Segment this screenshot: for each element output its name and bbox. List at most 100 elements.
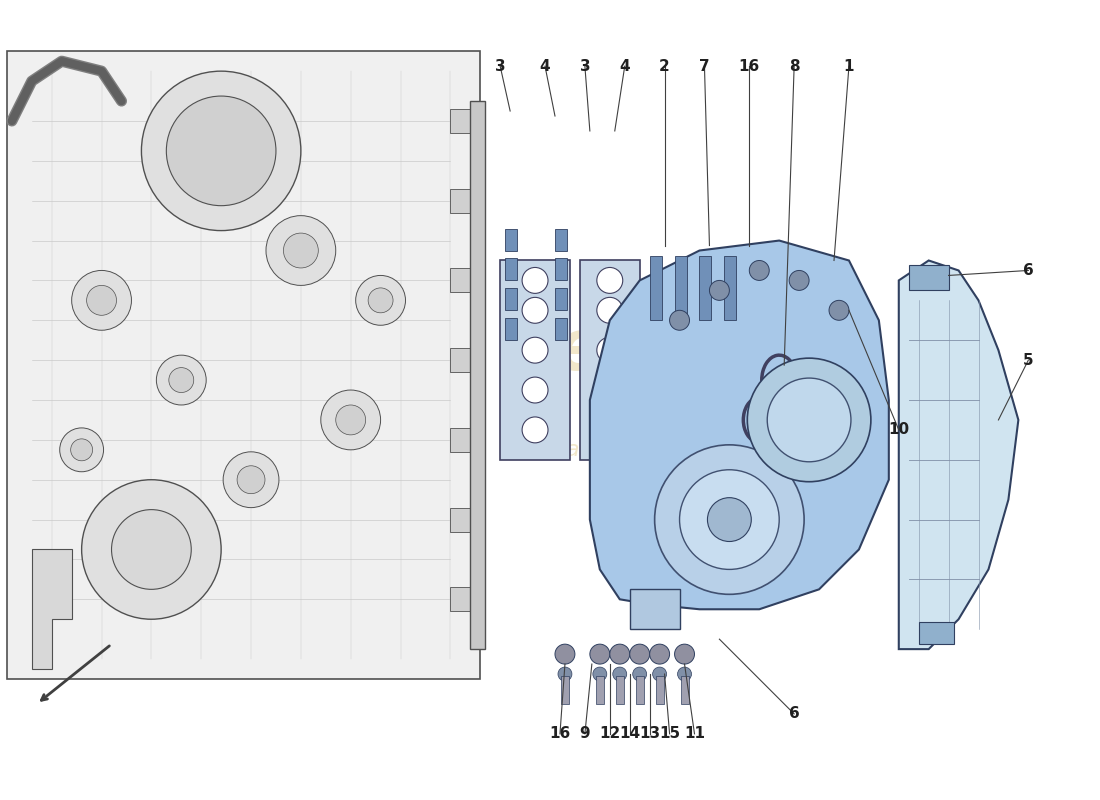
Circle shape <box>749 261 769 281</box>
Bar <box>725 255 736 320</box>
Circle shape <box>597 338 623 363</box>
Circle shape <box>670 310 690 330</box>
Circle shape <box>597 417 623 443</box>
Text: 6: 6 <box>1023 263 1034 278</box>
Polygon shape <box>32 550 72 669</box>
Bar <box>471 101 485 649</box>
Bar <box>596 676 604 704</box>
Circle shape <box>767 378 851 462</box>
Circle shape <box>522 338 548 363</box>
Bar <box>561 676 569 704</box>
Text: 4: 4 <box>540 58 550 74</box>
Circle shape <box>238 466 265 494</box>
Circle shape <box>707 498 751 542</box>
Circle shape <box>284 233 318 268</box>
Circle shape <box>111 510 191 590</box>
Circle shape <box>680 470 779 570</box>
Circle shape <box>87 286 117 315</box>
Circle shape <box>522 377 548 403</box>
Circle shape <box>593 667 607 681</box>
Circle shape <box>556 644 575 664</box>
Polygon shape <box>899 261 1019 649</box>
Bar <box>629 590 680 630</box>
Circle shape <box>168 368 194 393</box>
Bar <box>636 676 644 704</box>
Polygon shape <box>580 261 640 460</box>
Circle shape <box>522 267 548 294</box>
Circle shape <box>558 667 572 681</box>
Bar <box>505 288 517 310</box>
Circle shape <box>590 644 609 664</box>
Bar <box>450 348 485 372</box>
Text: 14: 14 <box>619 726 640 742</box>
Circle shape <box>81 480 221 619</box>
Bar <box>556 258 566 281</box>
Bar <box>556 318 566 340</box>
Bar <box>909 266 948 290</box>
Circle shape <box>166 96 276 206</box>
Bar <box>450 269 485 292</box>
Circle shape <box>632 667 647 681</box>
Text: 3: 3 <box>495 58 506 74</box>
Text: 10: 10 <box>888 422 910 438</box>
Text: 15: 15 <box>659 726 680 742</box>
Polygon shape <box>7 51 481 679</box>
Circle shape <box>613 667 627 681</box>
Text: 2: 2 <box>659 58 670 74</box>
Text: 16: 16 <box>739 58 760 74</box>
Polygon shape <box>590 241 889 610</box>
Text: a passion for parts since 1985: a passion for parts since 1985 <box>531 440 868 460</box>
Text: 3: 3 <box>580 58 591 74</box>
Text: 5: 5 <box>1023 353 1034 368</box>
Circle shape <box>710 281 729 300</box>
Circle shape <box>597 267 623 294</box>
Bar <box>450 587 485 611</box>
Text: 16: 16 <box>549 726 571 742</box>
Bar <box>674 255 686 320</box>
Circle shape <box>522 298 548 323</box>
Bar <box>450 109 485 133</box>
Circle shape <box>156 355 206 405</box>
Circle shape <box>321 390 381 450</box>
Circle shape <box>674 644 694 664</box>
Circle shape <box>629 644 650 664</box>
Text: 7: 7 <box>700 58 710 74</box>
Circle shape <box>609 644 629 664</box>
Bar <box>556 229 566 250</box>
Text: 6: 6 <box>789 706 800 722</box>
Circle shape <box>336 405 365 435</box>
Polygon shape <box>500 261 570 460</box>
Bar <box>650 255 661 320</box>
Bar <box>505 229 517 250</box>
Bar <box>700 255 712 320</box>
Circle shape <box>789 270 810 290</box>
Circle shape <box>59 428 103 472</box>
Circle shape <box>355 275 406 326</box>
Circle shape <box>142 71 301 230</box>
Bar <box>556 288 566 310</box>
Bar <box>450 428 485 452</box>
Bar <box>505 318 517 340</box>
Text: 4: 4 <box>619 58 630 74</box>
Bar <box>616 676 624 704</box>
Circle shape <box>829 300 849 320</box>
Circle shape <box>223 452 279 508</box>
Circle shape <box>72 270 132 330</box>
Text: 13: 13 <box>639 726 660 742</box>
Bar <box>918 622 954 644</box>
Bar <box>505 258 517 281</box>
Bar <box>450 189 485 213</box>
Circle shape <box>368 288 393 313</box>
Circle shape <box>266 216 336 286</box>
Bar <box>681 676 689 704</box>
Circle shape <box>522 417 548 443</box>
Text: 1: 1 <box>844 58 855 74</box>
Bar <box>450 508 485 531</box>
Circle shape <box>70 439 92 461</box>
Circle shape <box>654 445 804 594</box>
Text: 9: 9 <box>580 726 591 742</box>
Text: europes: europes <box>554 316 884 385</box>
Circle shape <box>597 298 623 323</box>
Circle shape <box>597 377 623 403</box>
Circle shape <box>747 358 871 482</box>
